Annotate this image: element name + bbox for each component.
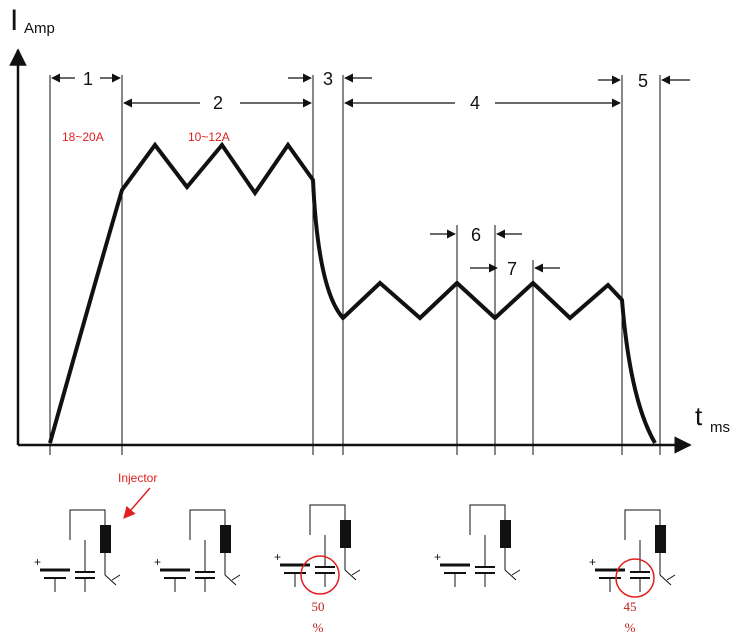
- circuit: [432, 503, 522, 589]
- circuit: [152, 508, 242, 594]
- duty-unit: %: [625, 620, 636, 635]
- current-label: 18~20A: [62, 130, 104, 144]
- interval-arrows: [51, 73, 690, 273]
- injector-arrow: [123, 487, 151, 519]
- duty-unit: %: [313, 620, 324, 635]
- injector-label: Injector: [118, 471, 157, 485]
- circuit: [32, 508, 122, 594]
- duty-value: 45: [624, 599, 637, 614]
- x-label: t: [695, 401, 703, 431]
- interval-label: 4: [470, 93, 480, 113]
- interval-label: 7: [507, 259, 517, 279]
- circuit: [587, 508, 677, 594]
- interval-label: 3: [323, 69, 333, 89]
- current-label: 10~12A: [188, 130, 230, 144]
- interval-label: 1: [83, 69, 93, 89]
- circuit: [272, 503, 362, 589]
- interval-label: 2: [213, 93, 223, 113]
- interval-label: 5: [638, 71, 648, 91]
- duty-value: 50: [312, 599, 325, 614]
- guide-lines: [49, 75, 661, 455]
- highlight-circle: [615, 558, 655, 598]
- y-label: I: [10, 4, 18, 37]
- current-waveform: [48, 141, 657, 445]
- interval-label: 6: [471, 225, 481, 245]
- y-sub: Amp: [24, 20, 55, 37]
- highlight-circle: [300, 555, 340, 595]
- x-sub: ms: [710, 419, 730, 436]
